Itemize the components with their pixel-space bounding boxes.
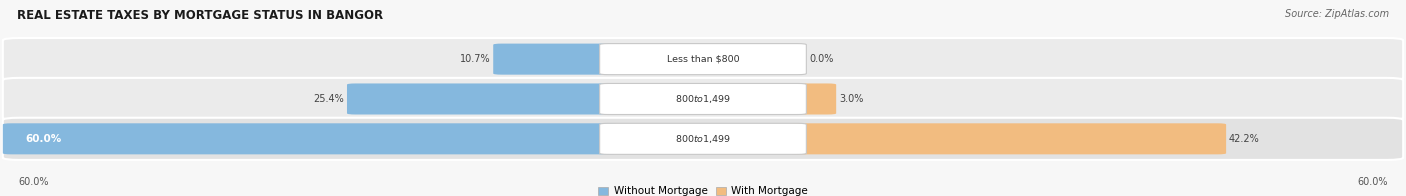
FancyBboxPatch shape: [347, 83, 616, 114]
Text: 10.7%: 10.7%: [460, 54, 491, 64]
Text: 60.0%: 60.0%: [25, 134, 62, 144]
FancyBboxPatch shape: [3, 123, 616, 154]
FancyBboxPatch shape: [3, 78, 1403, 120]
Text: $800 to $1,499: $800 to $1,499: [675, 93, 731, 105]
FancyBboxPatch shape: [494, 44, 616, 75]
Text: $800 to $1,499: $800 to $1,499: [675, 133, 731, 145]
FancyBboxPatch shape: [599, 123, 807, 154]
FancyBboxPatch shape: [790, 83, 837, 114]
FancyBboxPatch shape: [599, 44, 807, 75]
Text: REAL ESTATE TAXES BY MORTGAGE STATUS IN BANGOR: REAL ESTATE TAXES BY MORTGAGE STATUS IN …: [17, 9, 382, 22]
Text: 60.0%: 60.0%: [1357, 177, 1388, 187]
FancyBboxPatch shape: [599, 83, 807, 114]
FancyBboxPatch shape: [790, 123, 1226, 154]
Text: 0.0%: 0.0%: [810, 54, 834, 64]
Text: 42.2%: 42.2%: [1229, 134, 1260, 144]
Text: 60.0%: 60.0%: [18, 177, 49, 187]
Text: Less than $800: Less than $800: [666, 55, 740, 64]
Legend: Without Mortgage, With Mortgage: Without Mortgage, With Mortgage: [593, 182, 813, 196]
Text: Source: ZipAtlas.com: Source: ZipAtlas.com: [1285, 9, 1389, 19]
FancyBboxPatch shape: [3, 118, 1403, 160]
Text: 3.0%: 3.0%: [839, 94, 863, 104]
FancyBboxPatch shape: [3, 38, 1403, 80]
Text: 25.4%: 25.4%: [314, 94, 344, 104]
